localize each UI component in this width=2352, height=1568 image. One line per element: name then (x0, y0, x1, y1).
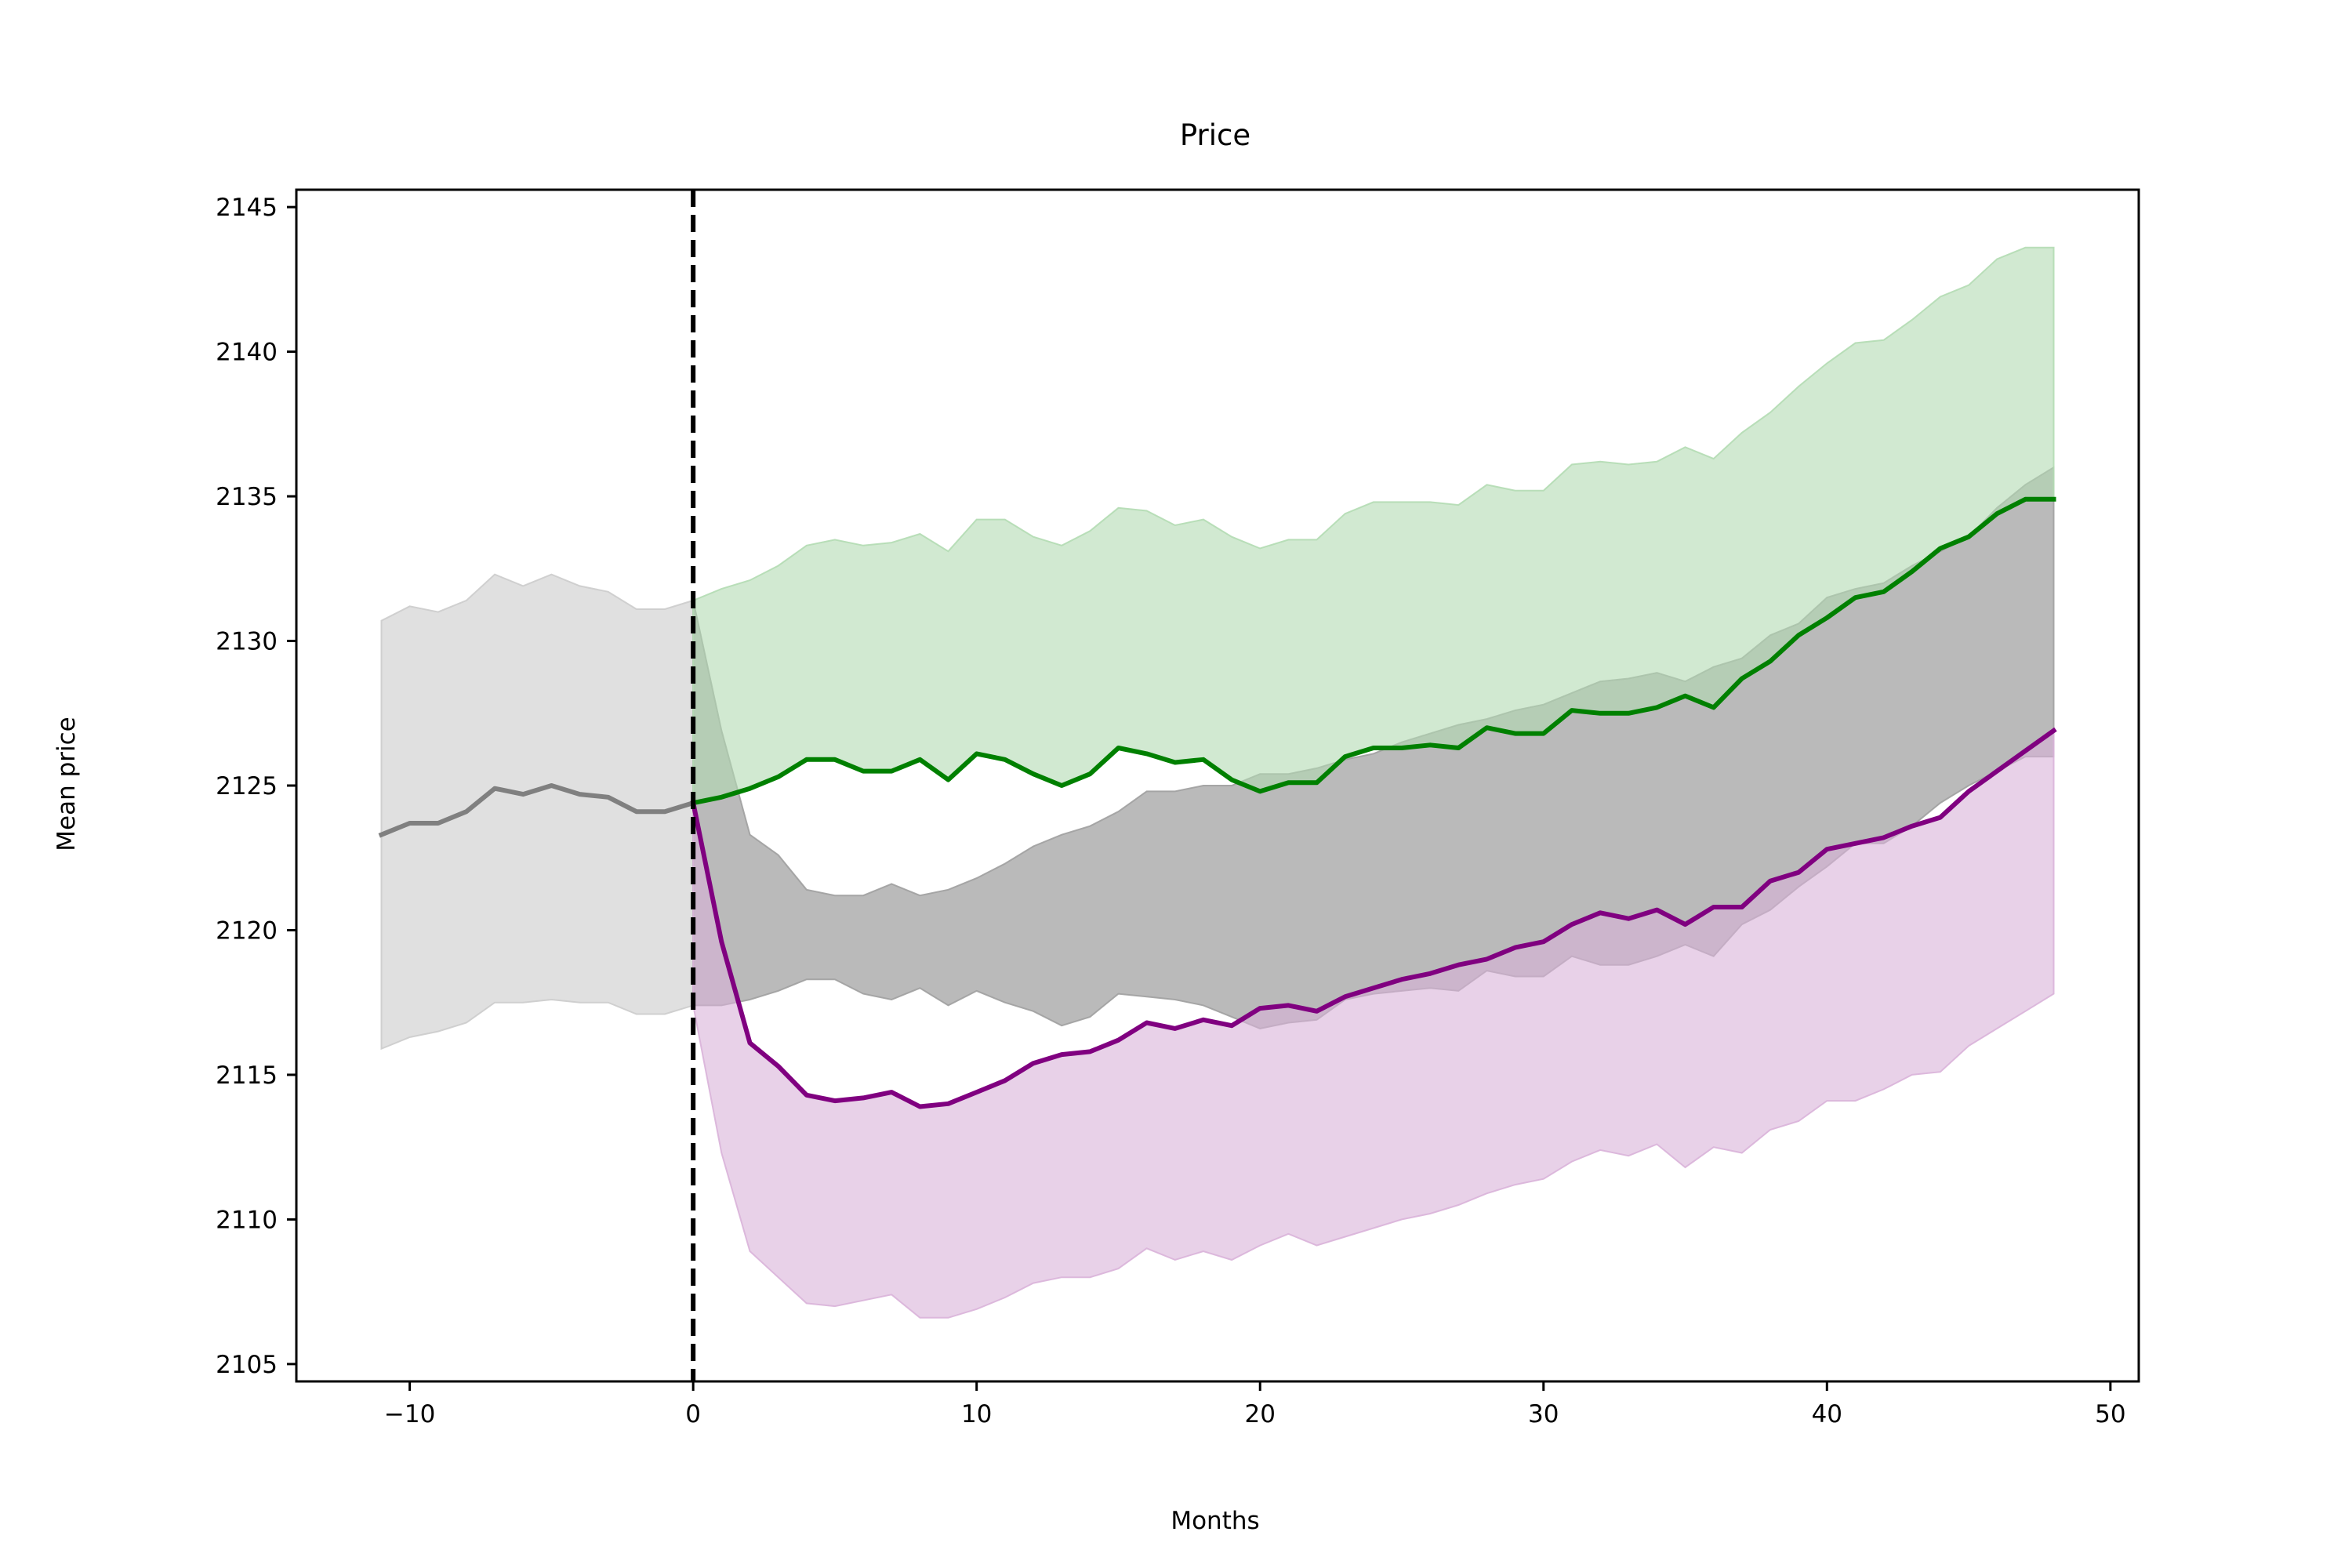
x-tick-label: 10 (961, 1400, 992, 1428)
x-tick-label: 0 (685, 1400, 701, 1428)
x-tick-label: 50 (2095, 1400, 2125, 1428)
y-tick-label: 2140 (216, 339, 278, 367)
y-tick-label: 2110 (216, 1206, 278, 1234)
series-line-2 (690, 496, 2056, 806)
axes: −10 0 10 20 30 40 50 2105 2110 2115 2120 2125 2130 21… (216, 188, 2140, 1428)
chart-title: Price (1180, 118, 1250, 152)
y-tick-label: 2135 (216, 483, 278, 511)
plot-area (378, 190, 2057, 1381)
x-tick-label: 30 (1528, 1400, 1559, 1428)
y-tick-label: 2130 (216, 628, 278, 656)
y-tick-label: 2145 (216, 194, 278, 222)
x-tick-label: 20 (1245, 1400, 1276, 1428)
x-tick-label: −10 (384, 1400, 435, 1428)
x-tick-label: 40 (1812, 1400, 1842, 1428)
series-line-3 (690, 727, 2057, 1109)
y-tick-label: 2105 (216, 1351, 278, 1379)
y-tick-label: 2115 (216, 1062, 278, 1090)
y-tick-label: 2120 (216, 916, 278, 945)
y-axis-title: Mean price (53, 717, 81, 851)
data-layer (378, 246, 2057, 1319)
x-axis-title: Months (1171, 1507, 1259, 1535)
series-line-0 (378, 783, 696, 838)
y-tick-label: 2125 (216, 772, 278, 800)
